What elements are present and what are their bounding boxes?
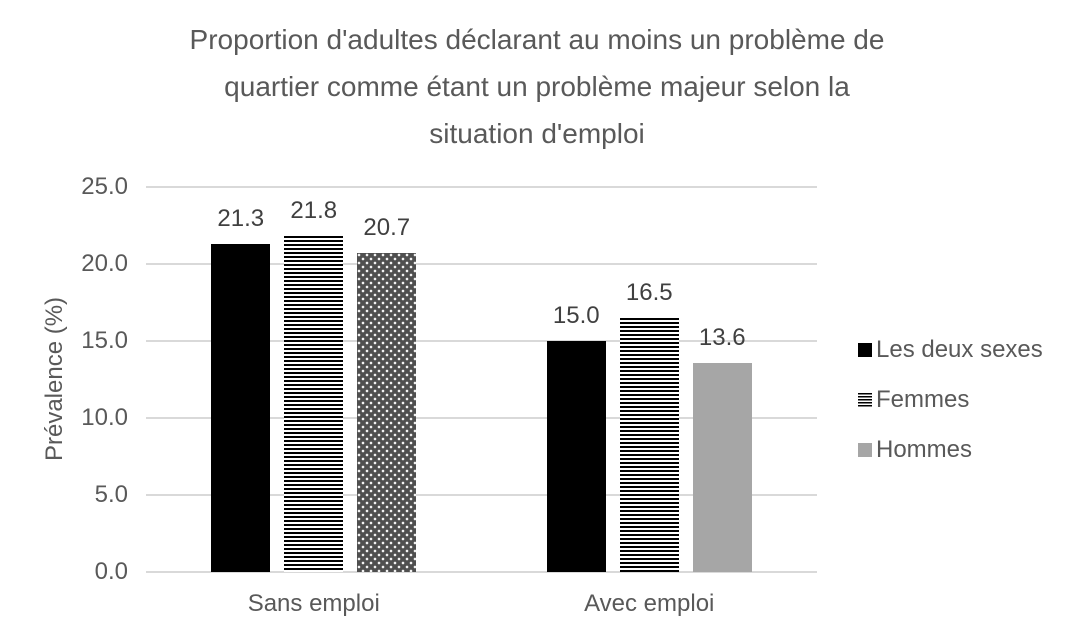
legend-item-femmes: Femmes xyxy=(858,386,969,414)
chart-title: Proportion d'adultes déclarant au moins … xyxy=(0,16,1074,157)
legend-label: Hommes xyxy=(876,436,973,463)
gridline xyxy=(146,571,817,573)
y-tick-label: 5.0 xyxy=(94,481,128,508)
bar-femmes-2 xyxy=(619,317,679,572)
chart-title-line-3: situation d'emploi xyxy=(429,118,645,149)
bar-femmes-1 xyxy=(284,236,344,572)
legend-label: Les deux sexes xyxy=(876,336,1043,363)
gridline xyxy=(146,186,817,188)
bar-value-label: 16.5 xyxy=(625,278,673,306)
x-category-label: Sans emploi xyxy=(247,590,380,617)
y-tick-label: 20.0 xyxy=(81,250,128,277)
bar-value-label: 21.3 xyxy=(217,204,265,232)
bar-value-label: 21.8 xyxy=(290,197,338,225)
gridline xyxy=(146,417,817,419)
bar-hommes-2 xyxy=(692,362,752,572)
gridline xyxy=(146,340,817,342)
gridline xyxy=(146,263,817,265)
y-tick-label: 10.0 xyxy=(81,404,128,431)
legend-item-hommes: Hommes xyxy=(858,436,972,464)
chart-title-line-1: Proportion d'adultes déclarant au moins … xyxy=(189,24,885,55)
chart-title-line-2: quartier comme étant un problème majeur … xyxy=(224,71,850,102)
bar-les-deux-sexes-1 xyxy=(211,243,271,572)
x-category-label: Avec emploi xyxy=(584,590,715,617)
y-tick-label: 0.0 xyxy=(94,558,128,585)
bar-value-label: 15.0 xyxy=(552,302,600,329)
y-tick-label: 15.0 xyxy=(81,327,128,354)
bar-hommes-1 xyxy=(357,253,417,572)
bar-les-deux-sexes-2 xyxy=(546,341,606,572)
legend-label: Femmes xyxy=(876,386,970,413)
legend-swatch-hstripes xyxy=(858,393,872,407)
bar-value-label: 13.6 xyxy=(698,323,746,351)
bar-value-label: 20.7 xyxy=(363,214,411,242)
legend-swatch-solid-black xyxy=(858,343,872,357)
legend-swatch-solid-gray xyxy=(858,443,872,457)
y-tick-label: 25.0 xyxy=(81,173,128,200)
gridline xyxy=(146,494,817,496)
legend-item-les-deux-sexes: Les deux sexes xyxy=(858,336,1043,364)
